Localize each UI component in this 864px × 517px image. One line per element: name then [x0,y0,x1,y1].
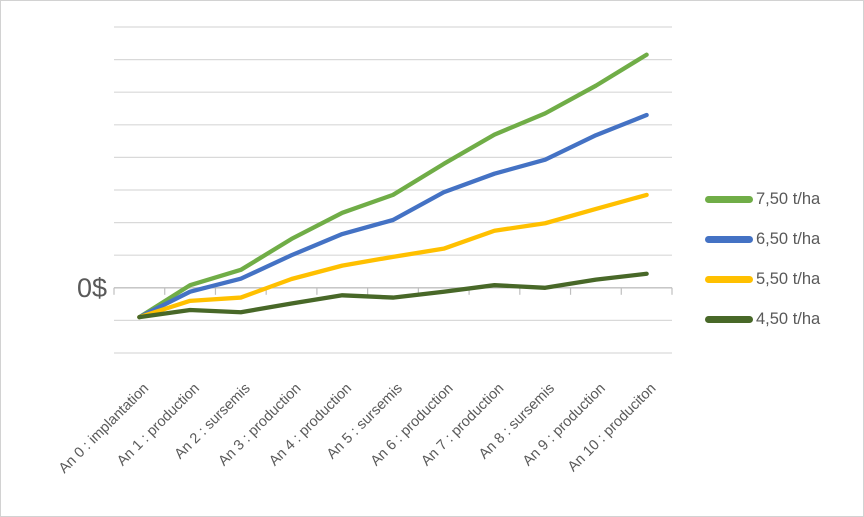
series-line-7-50-t-ha [137,52,649,320]
gridlines-group [113,26,673,354]
legend-label: 7,50 t/ha [756,190,821,208]
legend-swatch-4-50-t-ha [705,316,753,323]
series-line-6-50-t-ha [137,112,649,320]
legend-label: 5,50 t/ha [756,270,821,288]
x-axis-label: An 0 : implantation [56,381,152,477]
legend-item-4-50-t-ha: 4,50 t/ha [705,306,820,333]
legend-swatch-5-50-t-ha [705,276,753,283]
series-line-5-50-t-ha [137,192,649,320]
series-group [137,52,649,320]
legend-item-6-50-t-ha: 6,50 t/ha [705,226,820,253]
x-axis-label: An 10 : produciton [565,381,660,476]
legend-label: 4,50 t/ha [756,310,821,328]
legend-swatch-6-50-t-ha [705,236,753,243]
legend-item-7-50-t-ha: 7,50 t/ha [705,186,820,213]
legend-swatch-7-50-t-ha [705,196,753,203]
y-axis-zero-label: 0$ [77,273,107,303]
series-line-4-50-t-ha [137,271,649,320]
legend-label: 6,50 t/ha [756,230,821,248]
chart-legend: 7,50 t/ha 6,50 t/ha 5,50 t/ha 4,50 t/ha [705,186,820,333]
legend-item-5-50-t-ha: 5,50 t/ha [705,266,820,293]
